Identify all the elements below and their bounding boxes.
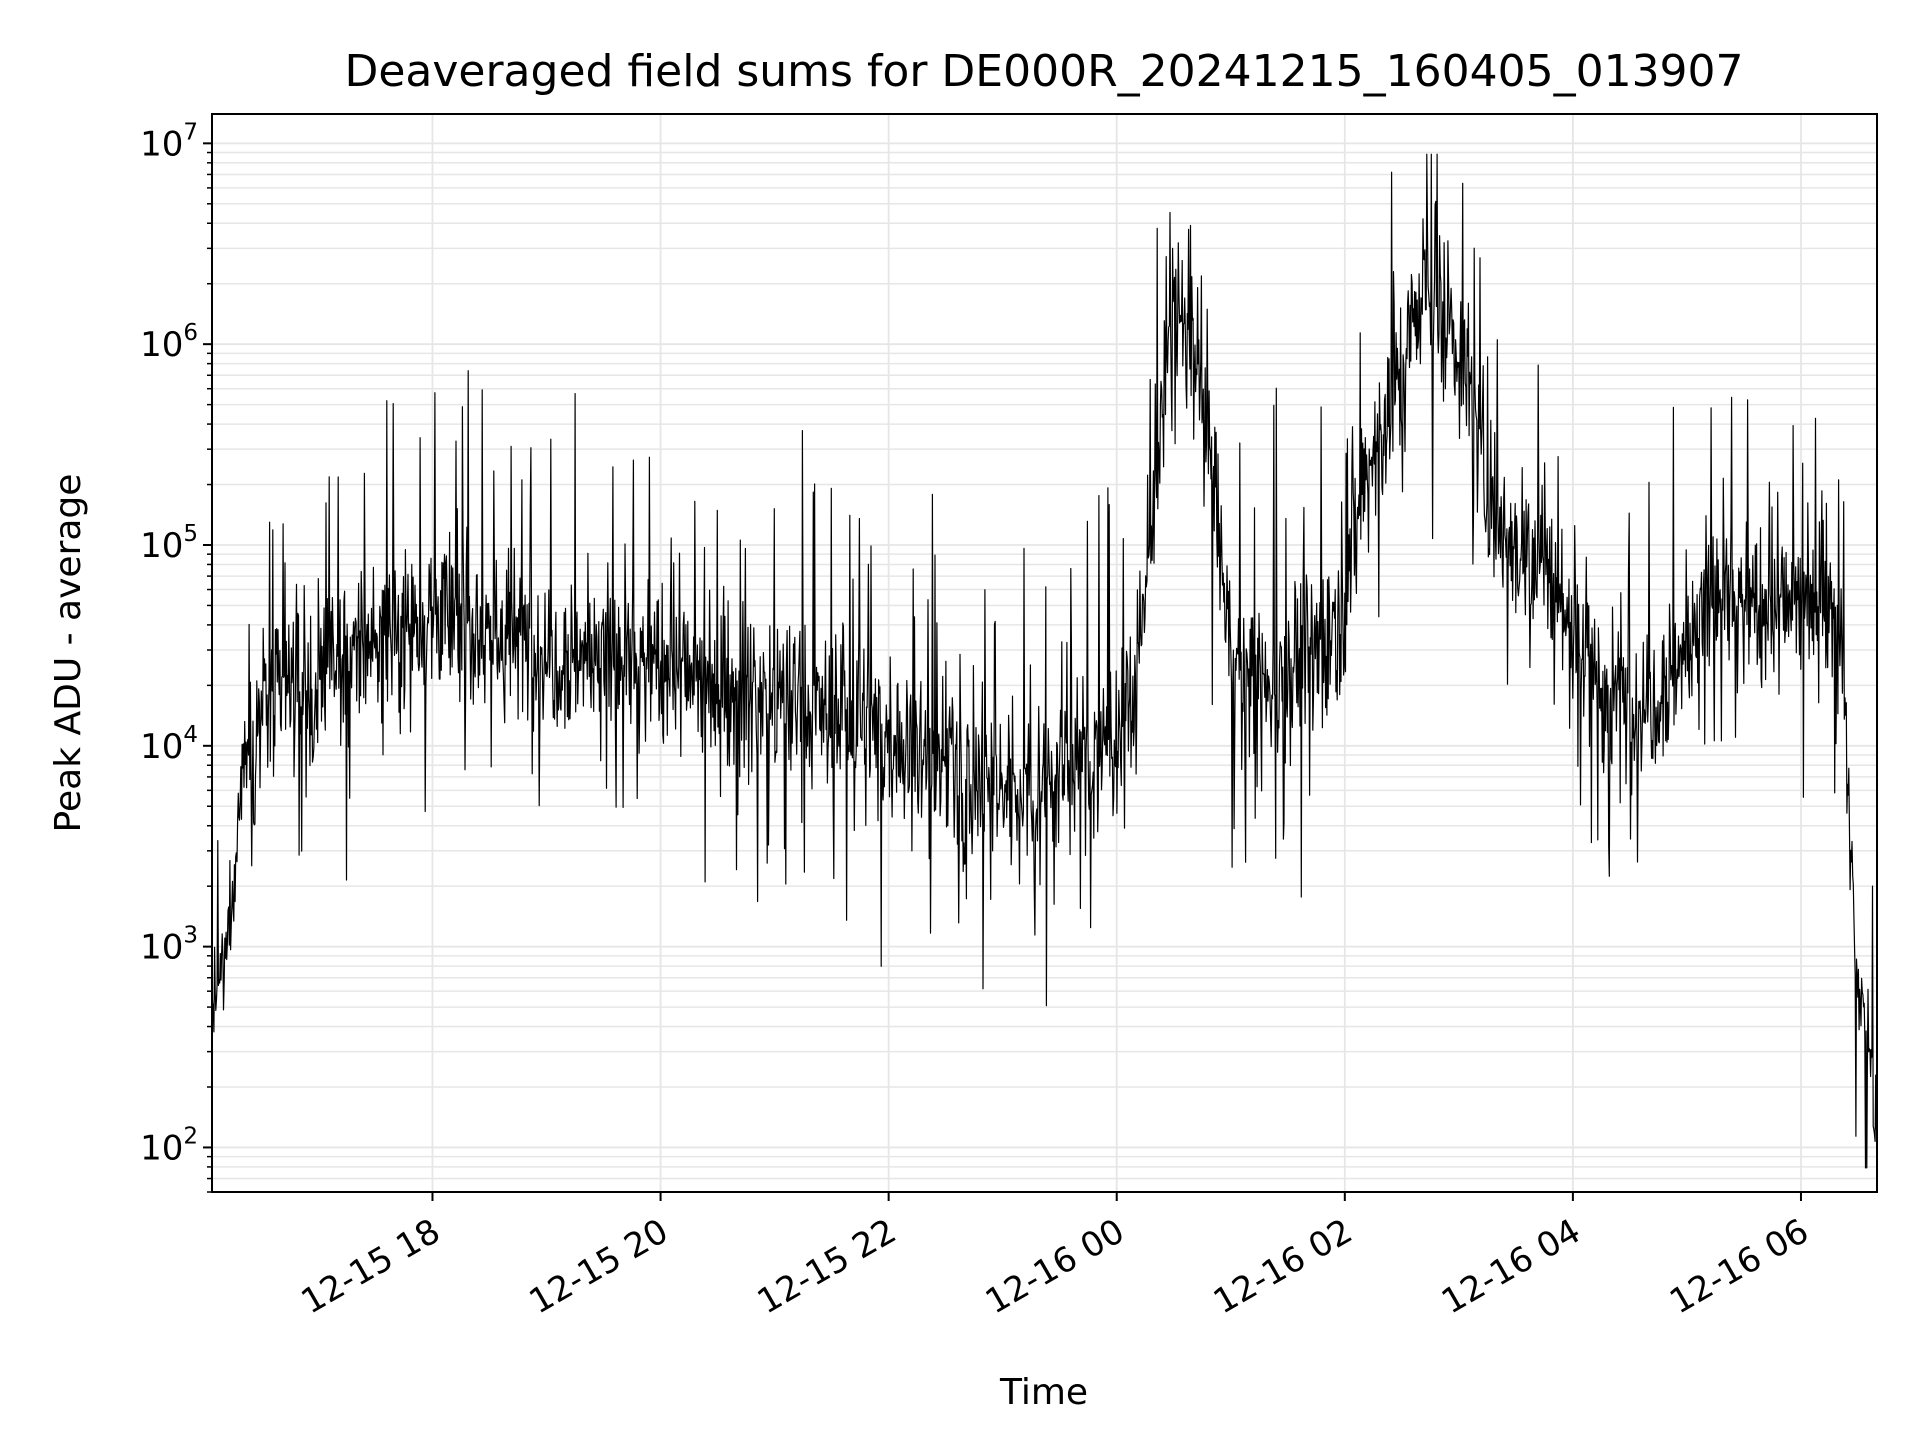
y-tick-exponent: 2	[183, 1123, 198, 1149]
series-line	[211, 153, 1878, 1169]
y-tick-label: 102	[140, 1123, 198, 1168]
y-tick-base: 10	[140, 928, 183, 968]
y-tick-label: 105	[140, 521, 198, 566]
y-tick-exponent: 6	[183, 320, 198, 346]
y-tick-label: 107	[140, 119, 198, 164]
y-tick-exponent: 7	[183, 119, 198, 145]
y-tick-exponent: 4	[183, 722, 198, 748]
grid-minor	[212, 151, 1877, 1193]
y-tick-label: 106	[140, 320, 198, 365]
y-axis-label: Peak ADU - average	[48, 474, 89, 833]
y-tick-base: 10	[140, 124, 183, 164]
y-tick-base: 10	[140, 1128, 183, 1168]
y-tick-base: 10	[140, 727, 183, 767]
y-tick-label: 103	[140, 923, 198, 968]
x-axis-label: Time	[999, 1372, 1088, 1413]
y-tick-exponent: 3	[183, 923, 198, 949]
y-tick-exponent: 5	[183, 521, 198, 547]
plot-frame	[211, 113, 1878, 1193]
y-tick-base: 10	[140, 526, 183, 566]
chart-title: Deaveraged field sums for DE000R_2024121…	[344, 46, 1743, 97]
series-layer	[211, 153, 1878, 1169]
y-tick-base: 10	[140, 325, 183, 365]
y-tick-label: 104	[140, 722, 198, 767]
